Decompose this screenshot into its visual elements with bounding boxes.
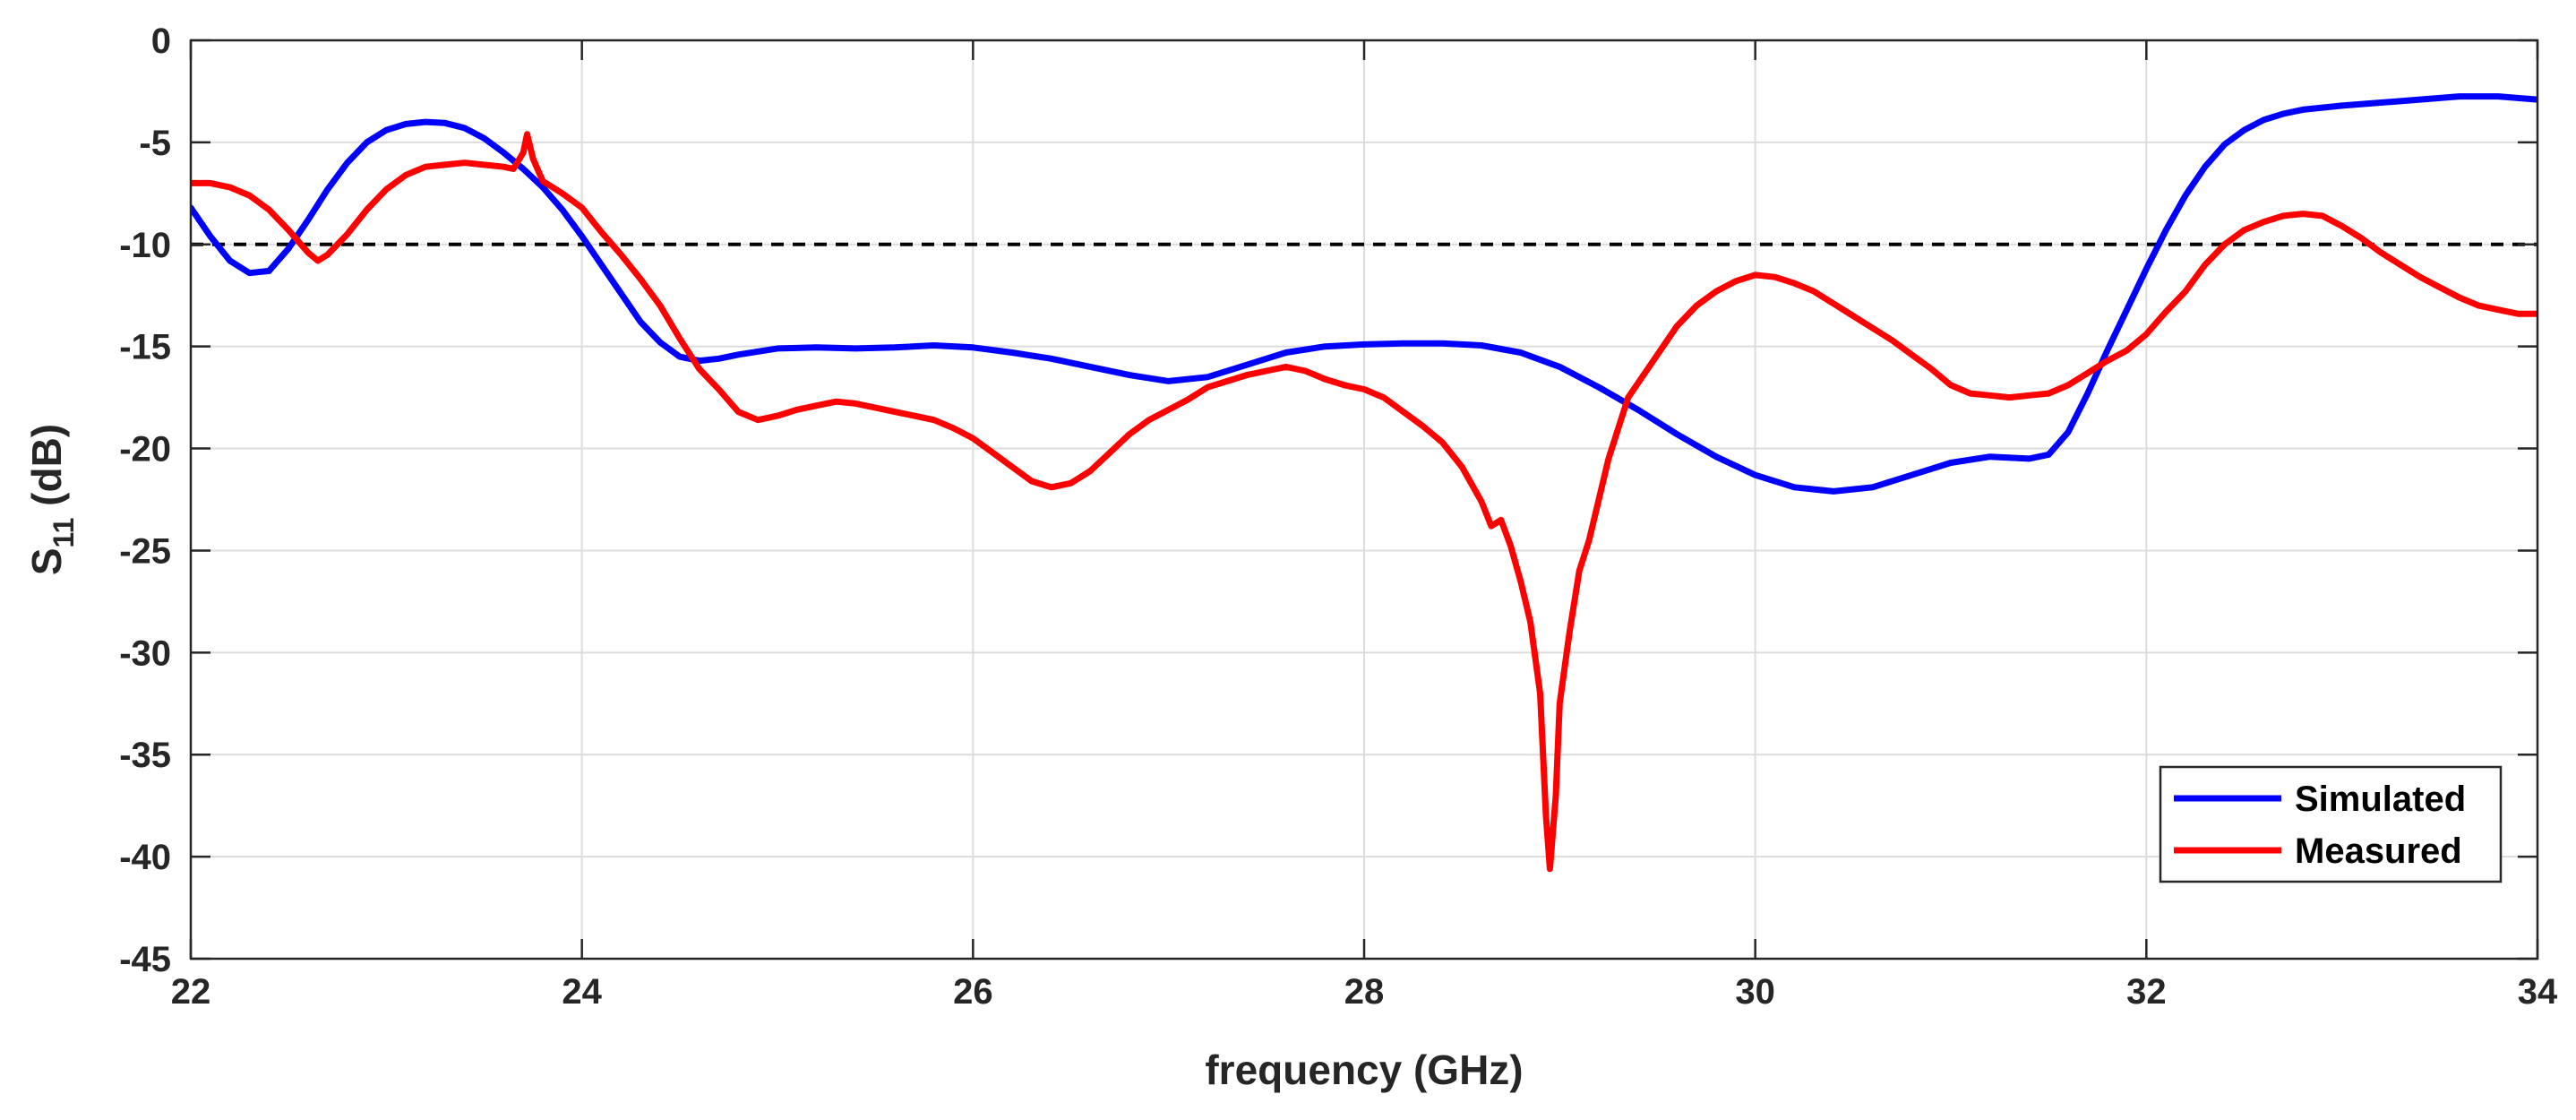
- series-group: [191, 93, 2537, 873]
- x-tick-label: 34: [2518, 972, 2558, 1012]
- legend-label-measured: Measured: [2295, 831, 2462, 871]
- y-tick-label: -35: [119, 736, 171, 775]
- y-tick-label: -5: [139, 124, 171, 163]
- series-line-simulated: [191, 93, 2537, 495]
- legend-box: [2159, 765, 2503, 883]
- y-tick-label: 0: [151, 22, 171, 61]
- y-tick-label: -20: [119, 430, 171, 470]
- series-line-measured: [191, 131, 2537, 873]
- x-tick-label: 22: [171, 972, 211, 1012]
- y-tick-label: -10: [119, 226, 171, 265]
- y-tick-label: -40: [119, 838, 171, 877]
- y-tick-label: -45: [119, 940, 171, 979]
- x-tick-label: 24: [562, 972, 602, 1012]
- y-tick-label: -25: [119, 531, 171, 571]
- x-tick-label: 28: [1344, 972, 1385, 1012]
- y-tick-label: -15: [119, 328, 171, 367]
- ticks: [189, 39, 2539, 961]
- y-axis-label: S11 (dB): [23, 424, 80, 575]
- x-tick-label: 32: [2126, 972, 2167, 1012]
- legend-label-simulated: Simulated: [2295, 780, 2466, 819]
- x-tick-labels: 22 24 26 28 30 32 34: [171, 972, 2558, 1012]
- x-axis-label: frequency (GHz): [1205, 1047, 1523, 1093]
- x-tick-label: 30: [1735, 972, 1775, 1012]
- y-tick-label: -30: [119, 633, 171, 673]
- x-tick-label: 26: [953, 972, 993, 1012]
- legend: Simulated Measured: [2159, 765, 2503, 883]
- y-tick-labels: 0 -5 -10 -15 -20 -25 -30 -35 -40 -45: [119, 22, 171, 979]
